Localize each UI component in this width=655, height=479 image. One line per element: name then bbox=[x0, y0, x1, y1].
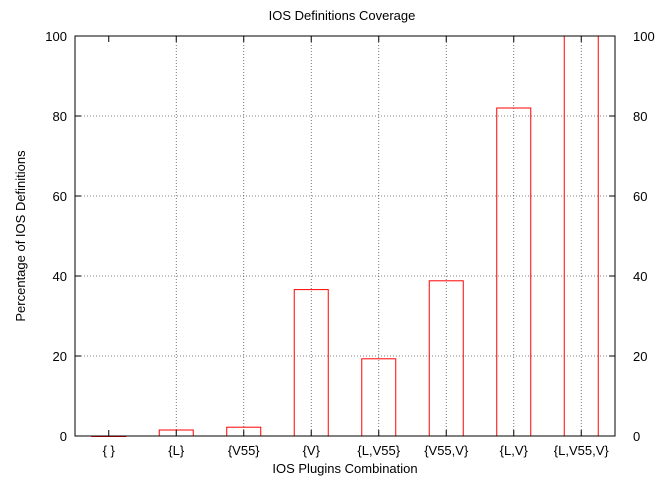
y-tick-label-right: 100 bbox=[633, 29, 655, 44]
y-axis-label: Percentage of IOS Definitions bbox=[13, 150, 28, 322]
y-tick-label-left: 100 bbox=[45, 29, 67, 44]
y-tick-label-left: 20 bbox=[53, 349, 67, 364]
grid-layer bbox=[75, 36, 615, 436]
y-tick-label-right: 20 bbox=[633, 349, 647, 364]
ticks-layer: 0 0 20 20 40 40 60 60 80 80 100 100 { } {L} {V55} {V} {L… bbox=[45, 29, 654, 458]
x-tick-label: { } bbox=[103, 443, 116, 458]
y-tick-label-left: 80 bbox=[53, 109, 67, 124]
x-tick-label: {L,V} bbox=[500, 443, 529, 458]
bars-layer bbox=[91, 35, 599, 437]
y-tick-label-right: 80 bbox=[633, 109, 647, 124]
y-tick-label-right: 0 bbox=[633, 429, 640, 444]
x-tick-label: {L} bbox=[168, 443, 185, 458]
y-tick-label-right: 60 bbox=[633, 189, 647, 204]
y-tick-label-left: 60 bbox=[53, 189, 67, 204]
x-tick-label: {L,V55} bbox=[357, 443, 400, 458]
plot-frame bbox=[74, 35, 616, 437]
chart-title: IOS Definitions Coverage bbox=[269, 8, 416, 23]
x-tick-label: {V} bbox=[303, 443, 321, 458]
y-tick-label-left: 0 bbox=[60, 429, 67, 444]
x-tick-label: {L,V55,V} bbox=[554, 443, 610, 458]
bar bbox=[428, 280, 464, 437]
bar bbox=[361, 358, 397, 437]
y-tick-label-left: 40 bbox=[53, 269, 67, 284]
x-axis-label: IOS Plugins Combination bbox=[272, 461, 417, 476]
y-tick-label-right: 40 bbox=[633, 269, 647, 284]
x-tick-label: {V55} bbox=[228, 443, 260, 458]
x-tick-label: {V55,V} bbox=[424, 443, 469, 458]
bar bbox=[496, 107, 532, 437]
